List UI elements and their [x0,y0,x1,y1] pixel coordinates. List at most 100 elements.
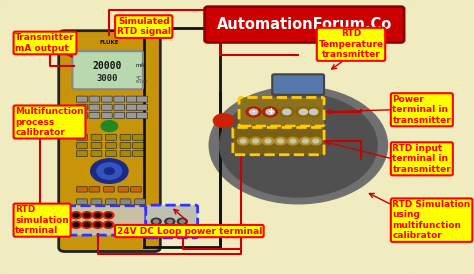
FancyBboxPatch shape [133,151,143,157]
Text: Multifunction
process
calibrator: Multifunction process calibrator [15,107,84,137]
Circle shape [283,109,291,115]
FancyBboxPatch shape [89,104,100,110]
FancyBboxPatch shape [114,104,125,110]
FancyBboxPatch shape [91,151,102,157]
Circle shape [299,109,308,115]
FancyBboxPatch shape [233,127,324,155]
Text: mA: mA [136,63,145,68]
Circle shape [154,220,159,223]
Circle shape [296,107,311,117]
Circle shape [240,139,246,143]
Circle shape [275,137,286,145]
FancyBboxPatch shape [89,96,100,102]
Circle shape [165,218,175,225]
Circle shape [180,220,185,223]
Circle shape [106,223,111,227]
FancyBboxPatch shape [126,112,137,118]
Text: 20000: 20000 [93,61,122,71]
FancyBboxPatch shape [114,96,125,102]
FancyBboxPatch shape [65,206,146,235]
Circle shape [73,223,79,227]
Circle shape [92,212,103,219]
Circle shape [279,107,294,117]
Circle shape [249,109,258,115]
Circle shape [313,139,319,143]
Text: °C: °C [136,76,142,81]
FancyBboxPatch shape [137,104,147,110]
Circle shape [287,137,299,145]
Circle shape [310,137,321,145]
Circle shape [213,114,234,127]
FancyBboxPatch shape [137,112,147,118]
Circle shape [253,139,258,143]
FancyBboxPatch shape [103,187,114,192]
Circle shape [95,213,100,217]
Circle shape [302,139,308,143]
FancyBboxPatch shape [133,142,143,149]
Circle shape [310,109,318,115]
Circle shape [73,213,79,217]
Text: -: - [252,107,255,116]
Text: RTD
Temperature
transmitter: RTD Temperature transmitter [319,29,383,59]
Circle shape [82,212,92,219]
Circle shape [84,213,90,217]
FancyBboxPatch shape [133,134,143,140]
Circle shape [71,221,82,228]
Circle shape [106,213,111,217]
Text: +: + [267,107,273,116]
Circle shape [237,137,249,145]
Circle shape [104,168,114,174]
FancyBboxPatch shape [59,31,160,252]
Circle shape [92,221,103,228]
Circle shape [246,107,261,117]
FancyBboxPatch shape [77,199,87,204]
FancyBboxPatch shape [120,142,131,149]
Text: RTD input
terminal in
transmitter: RTD input terminal in transmitter [392,144,451,174]
Circle shape [95,223,100,227]
Circle shape [103,221,114,228]
FancyBboxPatch shape [89,187,100,192]
FancyBboxPatch shape [135,199,146,204]
FancyBboxPatch shape [77,142,87,149]
FancyBboxPatch shape [106,142,116,149]
Circle shape [306,107,321,117]
FancyBboxPatch shape [77,96,87,102]
FancyBboxPatch shape [77,104,87,110]
Circle shape [300,137,311,145]
FancyBboxPatch shape [118,187,129,192]
Circle shape [266,109,274,115]
FancyBboxPatch shape [130,187,141,192]
FancyBboxPatch shape [126,104,137,110]
FancyBboxPatch shape [120,151,131,157]
Circle shape [91,159,128,183]
Circle shape [278,139,283,143]
FancyBboxPatch shape [101,96,112,102]
Circle shape [167,220,173,223]
Text: Simulated
RTD signal: Simulated RTD signal [117,17,171,36]
Text: AutomationForum.Co: AutomationForum.Co [217,17,392,32]
FancyBboxPatch shape [146,205,198,238]
FancyBboxPatch shape [91,134,102,140]
FancyBboxPatch shape [91,199,102,204]
FancyBboxPatch shape [77,112,87,118]
FancyBboxPatch shape [106,134,116,140]
FancyBboxPatch shape [106,151,116,157]
Text: FLUKE: FLUKE [100,41,119,45]
FancyBboxPatch shape [101,112,112,118]
Circle shape [178,225,188,232]
FancyBboxPatch shape [120,134,131,140]
Circle shape [103,212,114,219]
Circle shape [290,139,296,143]
Circle shape [263,107,278,117]
FancyBboxPatch shape [126,96,137,102]
Text: RTD
simulation
terminal: RTD simulation terminal [15,205,69,235]
FancyBboxPatch shape [239,98,324,126]
FancyBboxPatch shape [106,199,116,204]
Text: Transmitter
mA output: Transmitter mA output [15,33,75,53]
Text: 24V DC Loop power terminal: 24V DC Loop power terminal [117,227,262,236]
Circle shape [265,139,271,143]
Circle shape [71,212,82,219]
Text: 3000: 3000 [97,74,118,83]
Circle shape [219,93,377,197]
Circle shape [262,137,274,145]
